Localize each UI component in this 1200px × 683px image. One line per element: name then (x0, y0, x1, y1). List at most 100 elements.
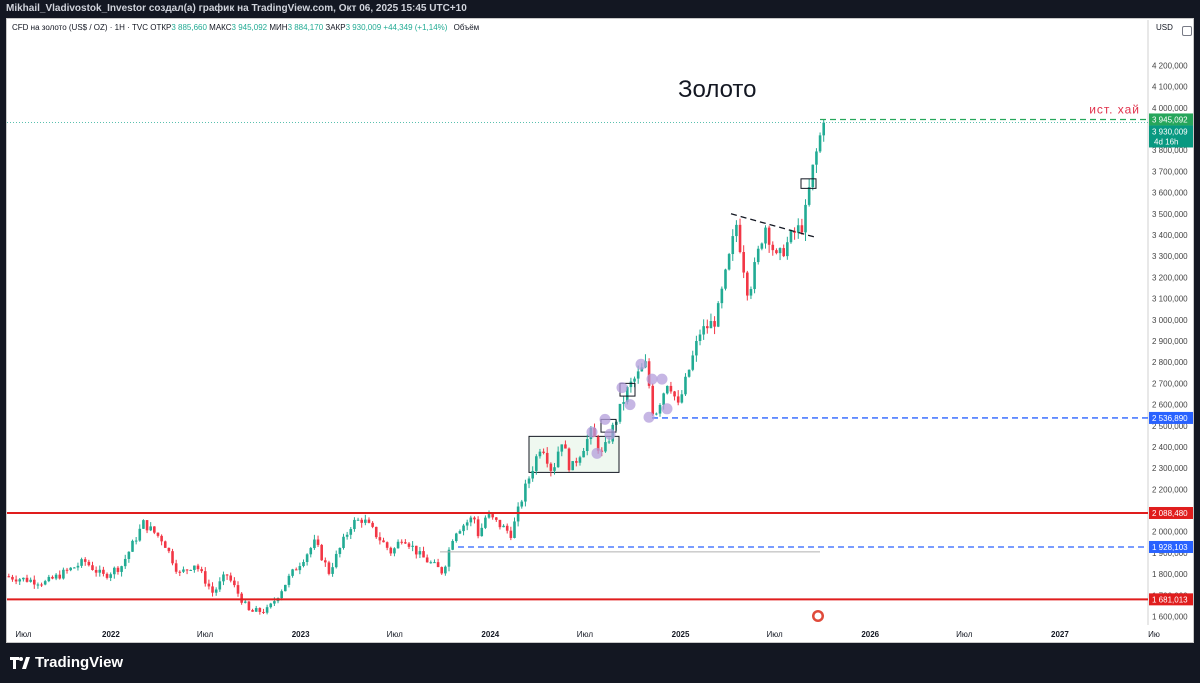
candle-body[interactable] (76, 565, 80, 568)
candle-body[interactable] (131, 540, 134, 552)
candle-body[interactable] (778, 248, 782, 254)
pivot-circle[interactable] (643, 411, 655, 423)
candle-body[interactable] (771, 244, 775, 251)
candle-body[interactable] (211, 586, 214, 593)
candle-body[interactable] (94, 570, 98, 573)
candle-body[interactable] (709, 321, 713, 329)
candle-body[interactable] (487, 514, 491, 518)
candle-body[interactable] (203, 571, 207, 584)
candle-body[interactable] (731, 236, 735, 255)
candle-body[interactable] (338, 547, 342, 554)
candle-body[interactable] (280, 591, 283, 599)
candle-body[interactable] (655, 413, 658, 415)
candle-body[interactable] (105, 573, 109, 578)
candle-body[interactable] (804, 204, 807, 233)
candle-body[interactable] (440, 567, 444, 574)
candle-body[interactable] (596, 436, 600, 451)
candle-body[interactable] (451, 541, 454, 550)
candle-body[interactable] (36, 584, 40, 586)
candle-body[interactable] (578, 457, 582, 463)
candle-body[interactable] (458, 531, 462, 534)
candle-body[interactable] (247, 601, 251, 611)
candle-body[interactable] (298, 566, 302, 571)
candle-body[interactable] (294, 569, 298, 571)
candle-body[interactable] (65, 569, 69, 571)
candle-body[interactable] (436, 562, 440, 568)
candle-body[interactable] (535, 456, 538, 471)
candle-body[interactable] (502, 525, 505, 528)
candle-body[interactable] (73, 567, 76, 569)
candle-body[interactable] (109, 574, 112, 578)
candle-body[interactable] (396, 541, 400, 549)
candle-body[interactable] (327, 562, 331, 574)
candle-body[interactable] (531, 470, 534, 479)
candle-body[interactable] (636, 371, 640, 379)
candle-body[interactable] (756, 248, 760, 263)
pivot-circle[interactable] (616, 382, 628, 394)
candle-body[interactable] (374, 526, 378, 538)
candle-body[interactable] (236, 585, 240, 594)
legend-volume-label[interactable]: Объём (453, 23, 480, 32)
candle-body[interactable] (269, 603, 273, 608)
candle-body[interactable] (433, 562, 436, 564)
candle-body[interactable] (542, 451, 545, 453)
candle-body[interactable] (469, 517, 473, 523)
candle-body[interactable] (309, 548, 313, 555)
pivot-circle[interactable] (635, 358, 647, 370)
candle-body[interactable] (782, 248, 785, 257)
candle-body[interactable] (138, 528, 142, 541)
candle-body[interactable] (404, 542, 407, 544)
candle-body[interactable] (618, 403, 622, 422)
candle-body[interactable] (251, 610, 254, 612)
candle-body[interactable] (207, 583, 211, 587)
candle-body[interactable] (553, 467, 556, 471)
candle-body[interactable] (414, 545, 418, 555)
candle-body[interactable] (163, 541, 167, 548)
candle-body[interactable] (735, 224, 738, 237)
candle-body[interactable] (422, 551, 425, 558)
candle-body[interactable] (447, 549, 451, 567)
candle-body[interactable] (51, 576, 54, 579)
pivot-circle[interactable] (661, 403, 673, 415)
candle-body[interactable] (691, 355, 695, 370)
candle-body[interactable] (254, 608, 258, 612)
candle-body[interactable] (760, 243, 764, 249)
candle-body[interactable] (520, 501, 524, 507)
candle-body[interactable] (702, 326, 705, 335)
candle-body[interactable] (153, 526, 156, 533)
candle-body[interactable] (454, 533, 458, 542)
candle-body[interactable] (684, 376, 687, 395)
candle-body[interactable] (324, 560, 327, 563)
candle-body[interactable] (22, 577, 25, 580)
candle-body[interactable] (58, 574, 62, 579)
settings-icon[interactable] (1182, 26, 1192, 36)
candle-body[interactable] (444, 566, 447, 574)
candle-body[interactable] (676, 396, 680, 403)
candle-body[interactable] (724, 269, 727, 289)
candle-body[interactable] (564, 444, 567, 449)
candle-body[interactable] (87, 561, 91, 566)
candle-body[interactable] (178, 571, 182, 573)
candle-body[interactable] (127, 551, 131, 559)
pivot-circle[interactable] (624, 399, 636, 411)
candle-body[interactable] (698, 334, 702, 341)
candle-body[interactable] (142, 520, 145, 529)
candle-body[interactable] (647, 361, 651, 386)
candle-body[interactable] (604, 442, 607, 452)
candle-body[interactable] (669, 385, 673, 392)
candle-body[interactable] (793, 230, 796, 233)
candle-body[interactable] (629, 381, 633, 388)
candle-body[interactable] (25, 577, 29, 582)
candle-body[interactable] (283, 584, 287, 592)
candle-body[interactable] (102, 569, 105, 574)
candle-body[interactable] (265, 607, 269, 613)
candle-body[interactable] (494, 517, 498, 520)
candle-body[interactable] (43, 581, 47, 585)
candle-body[interactable] (462, 525, 465, 532)
candle-body[interactable] (484, 517, 487, 528)
candle-body[interactable] (160, 535, 163, 542)
candle-body[interactable] (658, 404, 662, 414)
candle-body[interactable] (218, 581, 222, 590)
candle-body[interactable] (134, 540, 138, 542)
candle-body[interactable] (91, 565, 94, 571)
